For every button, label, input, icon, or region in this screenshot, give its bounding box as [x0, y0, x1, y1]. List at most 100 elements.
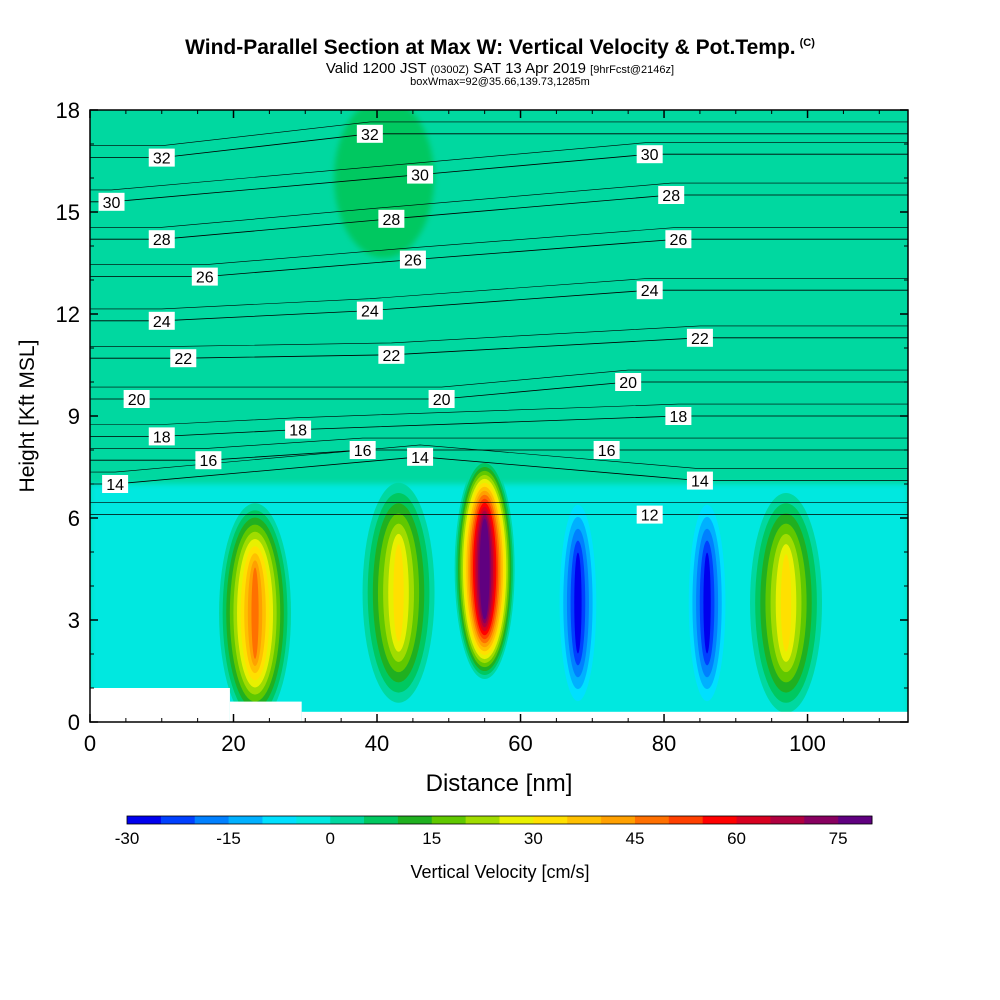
- theta-contour-label: 30: [411, 168, 429, 185]
- theta-contour-minor-16: [90, 437, 908, 449]
- theta-label-box: [195, 451, 222, 470]
- theta-label-box: [399, 250, 426, 269]
- theta-contour-minor-30: [90, 142, 908, 191]
- theta-contour-label: 16: [598, 443, 616, 460]
- terrain: [90, 688, 909, 722]
- theta-label-box: [686, 471, 713, 490]
- colorbar-swatch: [601, 816, 636, 824]
- theta-label-box: [636, 505, 663, 524]
- theta-contour-label: 24: [641, 283, 659, 300]
- colorbar-tick-label: 0: [325, 829, 334, 848]
- colorbar-tick-label: 15: [422, 829, 441, 848]
- y-tick-label: 3: [68, 608, 80, 633]
- colorbar-swatch: [804, 816, 839, 824]
- theta-contour-minor-28: [90, 182, 908, 228]
- field-upper-updraft: [334, 110, 435, 258]
- theta-label-box: [148, 311, 175, 330]
- colorbar-tick-label: -30: [115, 829, 140, 848]
- colorbar-tick-label: 30: [524, 829, 543, 848]
- colorbar-swatch: [397, 816, 433, 824]
- theta-label-box: [615, 373, 642, 391]
- colorbar-swatch: [533, 816, 568, 824]
- theta-contour-minor-22: [90, 325, 908, 347]
- theta-contour-minor-24: [90, 278, 908, 310]
- chart-title-text: Wind-Parallel Section at Max W: Vertical…: [185, 36, 796, 59]
- x-tick-label: 0: [84, 731, 96, 756]
- colorbar-swatch: [330, 816, 365, 824]
- colorbar-swatch: [770, 816, 805, 824]
- x-tick-label: 60: [508, 731, 532, 756]
- colorbar-tick-label: 60: [727, 829, 746, 848]
- theta-contour-label: 18: [669, 409, 687, 426]
- velocity-core-5-level-6: [780, 554, 792, 652]
- theta-contour-label: 16: [199, 453, 217, 470]
- colorbar-swatch: [838, 816, 873, 824]
- x-axis-label: Distance [nm]: [426, 770, 573, 797]
- y-tick-label: 15: [56, 200, 80, 225]
- velocity-core-4-level-5: [703, 552, 711, 654]
- theta-contour-label: 12: [641, 508, 659, 525]
- chart-subtitle-box-wmax: boxWmax=92@35.66,139.73,1285m: [410, 76, 590, 88]
- theta-label-box: [428, 390, 455, 408]
- y-tick-label: 6: [68, 506, 80, 531]
- theta-label-box: [148, 230, 175, 249]
- colorbar-swatch: [262, 816, 297, 824]
- theta-contour-label: 26: [196, 270, 214, 287]
- colorbar-swatch: [634, 816, 670, 824]
- theta-contour-label: 24: [361, 304, 379, 321]
- theta-contour-label: 32: [153, 151, 171, 168]
- theta-contour-label: 22: [382, 348, 400, 365]
- theta-contour-label: 20: [619, 375, 637, 392]
- theta-label-box: [170, 349, 197, 368]
- theta-contour-minor-26: [90, 227, 908, 265]
- theta-contour-minor-20: [90, 369, 908, 388]
- theta-label-box: [148, 148, 175, 167]
- x-tick-label: 80: [652, 731, 676, 756]
- theta-label-box: [191, 267, 218, 286]
- theta-label-box: [285, 420, 312, 439]
- subtitle-valid: Valid 1200 JST: [325, 60, 427, 77]
- colorbar-tick-label: 75: [829, 829, 848, 848]
- y-tick-label: 0: [68, 710, 80, 735]
- colorbar-frame: [126, 815, 873, 825]
- colorbar-swatch: [668, 816, 704, 824]
- theta-label-box: [686, 328, 713, 347]
- theta-contour-label: 24: [153, 314, 171, 331]
- theta-contour-label: 28: [153, 232, 171, 249]
- theta-contour-label: 30: [103, 195, 121, 212]
- colorbar-swatch: [296, 816, 331, 824]
- colorbar-swatch: [499, 816, 534, 824]
- velocity-core-3-level-5: [574, 552, 582, 654]
- theta-contour-label: 28: [382, 212, 400, 229]
- theta-contour-label: 26: [669, 232, 687, 249]
- theta-contour-label: 32: [361, 127, 379, 144]
- colorbar-title: Vertical Velocity [cm/s]: [410, 862, 590, 882]
- colorbar-tick-label: 45: [625, 829, 644, 848]
- colorbar-swatch: [228, 816, 263, 824]
- velocity-core-0-level-9: [251, 567, 259, 659]
- theta-contour-label: 16: [354, 443, 372, 460]
- x-tick-label: 40: [365, 731, 389, 756]
- theta-label-box: [102, 475, 129, 493]
- subtitle-utc: (0300Z): [430, 64, 469, 76]
- colorbar-swatch: [567, 816, 602, 824]
- x-tick-label: 100: [789, 731, 826, 756]
- theta-label-box: [658, 186, 685, 204]
- chart-subtitle: Valid 1200 JST (0300Z) SAT 13 Apr 2019 […: [0, 60, 1000, 77]
- y-tick-label: 18: [56, 98, 80, 123]
- theta-contour-label: 14: [691, 474, 709, 491]
- theta-contour-label: 14: [106, 477, 124, 494]
- theta-contour-minor-32: [90, 121, 908, 146]
- theta-label-box: [636, 281, 663, 300]
- theta-contour-label: 20: [128, 392, 146, 409]
- y-tick-label: 12: [56, 302, 80, 327]
- theta-label-box: [349, 441, 376, 459]
- theta-label-box: [593, 441, 620, 459]
- colorbar-swatch: [364, 816, 399, 824]
- theta-contour-label: 30: [641, 147, 659, 164]
- colorbar-swatch: [160, 816, 196, 824]
- theta-contour-label: 26: [404, 253, 422, 270]
- terrain-block-2: [301, 711, 909, 722]
- theta-contour-labels: 12 14 14 14 16 16 16 18 18 18 20 20 20 22 22 22 24 24 24 26…: [98, 124, 713, 525]
